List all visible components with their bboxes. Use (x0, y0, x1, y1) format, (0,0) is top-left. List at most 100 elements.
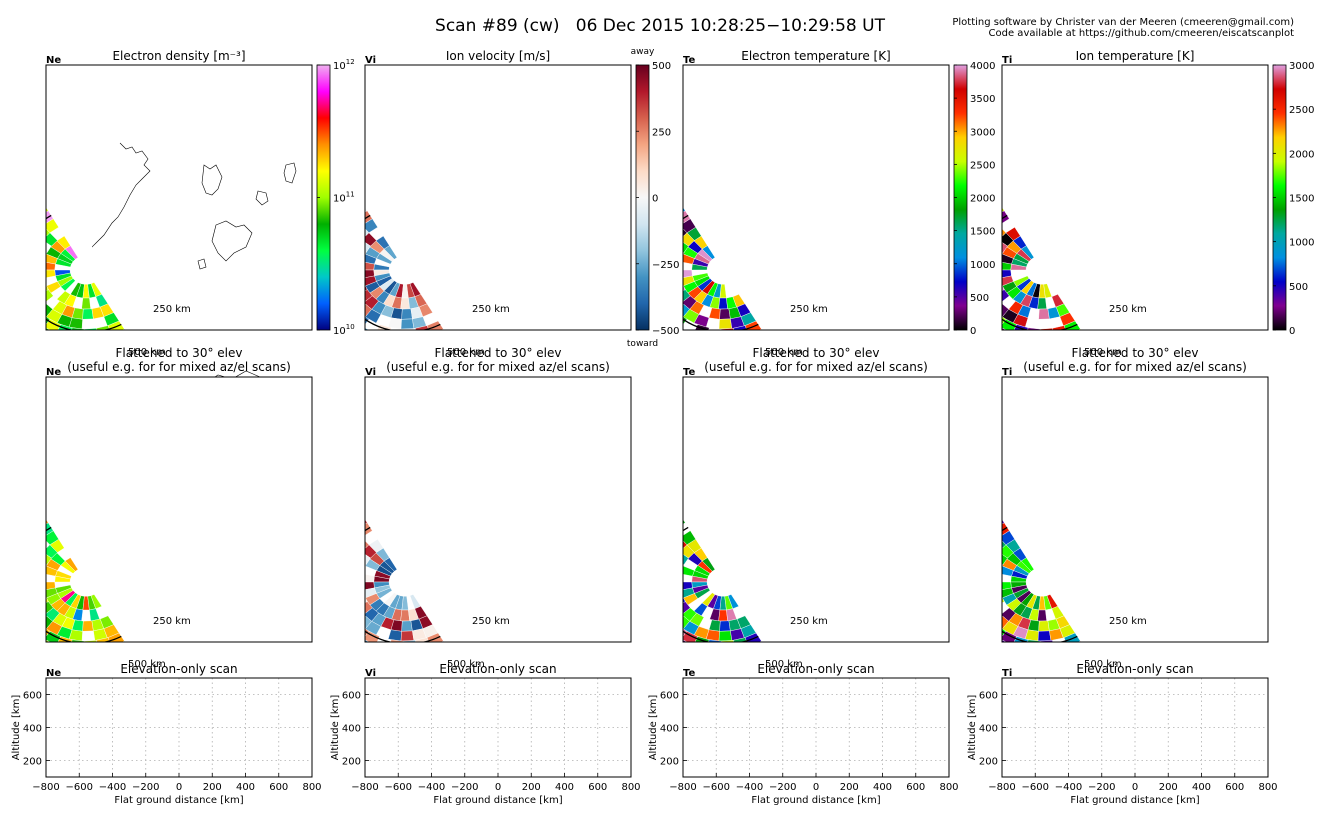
x-tick-label: 800 (1258, 782, 1277, 793)
scan-cell (18, 659, 38, 675)
flattened-title-1: Flattened to 30° elev (435, 346, 562, 360)
scan-cell (952, 539, 968, 556)
colorbar-tick-exp: 11 (346, 191, 355, 199)
scan-cell (46, 284, 49, 292)
x-tick-label: 800 (621, 782, 640, 793)
scan-cell (643, 388, 668, 404)
scan-cell (0, 177, 8, 196)
scan-cell (0, 190, 19, 208)
scan-cell (758, 328, 763, 330)
scan-cell (310, 671, 333, 689)
scan-cell (0, 227, 12, 244)
scan-cell (962, 388, 987, 404)
scan-cell (683, 565, 695, 577)
scan-cell (342, 244, 356, 257)
scan-cell (917, 654, 938, 675)
elevation-title: Elevation-only scan (439, 662, 556, 676)
scan-cell (14, 364, 36, 380)
scan-cell (344, 507, 363, 522)
scan-cell (13, 666, 35, 682)
scan-cell (5, 197, 24, 214)
scan-cell (13, 180, 33, 196)
scan-cell (13, 632, 31, 648)
scan-cell (957, 559, 970, 574)
scan-cell (46, 544, 58, 559)
scan-cell (959, 599, 974, 615)
scan-cell (4, 545, 19, 561)
scan-cell (18, 648, 38, 664)
x-axis-label: Flat ground distance [km] (1070, 795, 1199, 806)
scan-cell (919, 330, 939, 351)
scan-cell (683, 518, 686, 525)
scan-cell (312, 496, 333, 514)
scan-cell (365, 327, 370, 330)
scan-cell (46, 262, 56, 271)
scan-cell (1002, 228, 1007, 237)
scan-cell (0, 222, 3, 240)
scan-cell (0, 297, 12, 314)
scan-cell (365, 544, 377, 559)
scan-cell (655, 347, 675, 363)
scan-cell (655, 659, 675, 675)
scan-cell (994, 649, 1013, 663)
x-tick-label: −400 (736, 782, 763, 793)
scan-cell (353, 345, 373, 359)
scan-cell (71, 639, 85, 642)
scan-cell (0, 539, 12, 556)
scan-cell (337, 659, 357, 675)
scan-cell (967, 381, 991, 397)
panel-tag: Ti (1002, 668, 1012, 679)
x-tick-label: −600 (66, 782, 93, 793)
scan-cell (46, 601, 54, 614)
scan-cell (348, 295, 364, 309)
scan-cell (1057, 655, 1075, 667)
scan-cell (10, 221, 27, 237)
scan-cell (718, 630, 733, 642)
scan-cell (637, 502, 657, 520)
scan-cell (17, 295, 33, 310)
x-axis-label: Flat ground distance [km] (433, 795, 562, 806)
scan-cell (1, 559, 14, 574)
scan-fan-cells (310, 496, 445, 689)
scan-cell (350, 257, 363, 267)
scan-cell (1024, 649, 1040, 660)
scan-cell (10, 533, 27, 549)
scan-cell (974, 347, 994, 363)
scan-cell (3, 287, 18, 303)
y-axis-label: Altitude [km] (967, 695, 978, 761)
scan-cell (11, 561, 24, 575)
scan-cell (46, 218, 59, 234)
scan-cell (31, 579, 43, 589)
scan-cell (46, 289, 54, 302)
x-tick-label: −600 (1022, 782, 1049, 793)
range-ring-label: 500 km (128, 347, 166, 358)
colorbar-tick-label: 3000 (1289, 61, 1314, 72)
scan-cell (346, 234, 361, 248)
scan-cell (964, 611, 980, 627)
scan-cell (403, 338, 419, 348)
scan-cell (316, 353, 338, 371)
scan-cell (1042, 667, 1060, 677)
x-tick-label: −200 (132, 782, 159, 793)
scan-cell (32, 587, 45, 598)
scan-cell (0, 625, 13, 643)
scan-cell (24, 286, 39, 300)
scan-cell (664, 546, 679, 560)
scan-cell (340, 255, 353, 267)
scan-cell (0, 170, 2, 189)
panel-tag: Ne (46, 668, 61, 679)
scan-cell (337, 347, 357, 363)
scan-cell (13, 516, 31, 532)
scan-cell (319, 573, 330, 587)
scan-cell (0, 370, 15, 388)
scan-cell (365, 218, 378, 234)
scan-cell (13, 204, 31, 220)
scan-cell (0, 653, 3, 672)
scan-cell (46, 206, 49, 213)
scan-cell (1013, 324, 1029, 330)
scan-cell (21, 578, 32, 590)
scan-cell (68, 337, 84, 348)
scan-cell (327, 611, 343, 627)
scan-cell (365, 251, 367, 256)
scan-cell (683, 581, 693, 590)
